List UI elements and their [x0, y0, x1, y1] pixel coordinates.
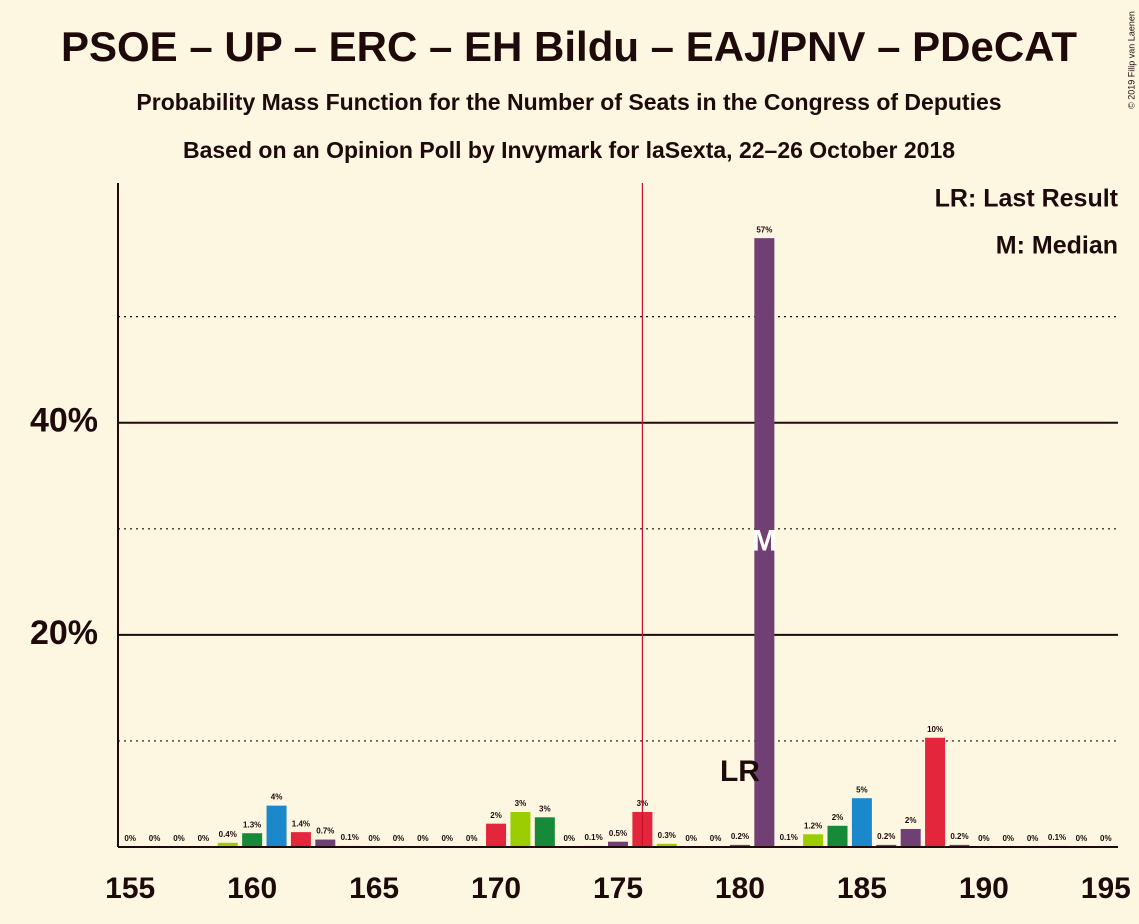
value-label: 0.1% [1048, 833, 1066, 842]
bar [754, 238, 775, 847]
legend-text: M: Median [996, 232, 1118, 260]
value-label: 3% [515, 799, 527, 808]
value-label: 2% [490, 811, 502, 820]
value-label: 0.1% [584, 833, 602, 842]
bar [729, 844, 750, 847]
bar [290, 832, 311, 847]
value-label: 0% [1027, 834, 1039, 843]
value-label: 0% [685, 834, 697, 843]
chart-title: PSOE – UP – ERC – EH Bildu – EAJ/PNV – P… [61, 23, 1077, 70]
bar [656, 843, 677, 847]
x-tick-label: 185 [837, 872, 887, 905]
x-tick-label: 175 [593, 872, 643, 905]
y-tick-label: 20% [30, 614, 98, 652]
bar [900, 828, 921, 847]
bar [510, 811, 531, 847]
value-label: 0% [393, 834, 405, 843]
value-label: 0.3% [658, 831, 676, 840]
value-label: 0% [149, 834, 161, 843]
bar [827, 825, 848, 847]
bar [534, 817, 555, 847]
value-label: 0% [1002, 834, 1014, 843]
value-label: 5% [856, 785, 868, 794]
value-label: 1.2% [804, 821, 822, 830]
bar [876, 844, 897, 847]
value-label: 0% [710, 834, 722, 843]
value-label: 1.3% [243, 820, 261, 829]
value-label: 0% [441, 834, 453, 843]
value-label: 0.1% [341, 833, 359, 842]
y-tick-label: 40% [30, 402, 98, 440]
value-label: 0.5% [609, 829, 627, 838]
bar [925, 737, 946, 847]
value-label: 2% [832, 813, 844, 822]
bar [608, 841, 628, 847]
value-label: 0% [198, 834, 210, 843]
copyright: © 2019 Filip van Laenen [1126, 11, 1136, 109]
bar [242, 833, 263, 847]
x-tick-label: 190 [959, 872, 1009, 905]
bar [949, 844, 970, 847]
legend-text: LR: Last Result [935, 185, 1119, 213]
x-tick-label: 155 [105, 872, 155, 905]
value-label: 0.2% [950, 832, 968, 841]
x-tick-label: 195 [1081, 872, 1131, 905]
chart-subtitle: Probability Mass Function for the Number… [136, 89, 1001, 115]
value-label: 0% [1076, 834, 1088, 843]
value-label: 0% [368, 834, 380, 843]
chart-subtitle: Based on an Opinion Poll by Invymark for… [183, 137, 955, 163]
value-label: 4% [271, 793, 283, 802]
bar [315, 839, 336, 847]
median-label: M [752, 525, 777, 558]
value-label: 57% [756, 225, 772, 234]
value-label: 0.2% [877, 832, 895, 841]
value-label: 0.4% [219, 830, 237, 839]
value-label: 0% [978, 834, 990, 843]
bar [803, 834, 824, 847]
bar [486, 823, 507, 847]
value-label: 0.2% [731, 832, 749, 841]
value-label: 0% [563, 834, 575, 843]
bar [217, 842, 238, 847]
x-tick-label: 160 [227, 872, 277, 905]
value-label: 2% [905, 816, 917, 825]
value-label: 0% [173, 834, 185, 843]
bar [851, 798, 872, 847]
value-label: 0% [417, 834, 429, 843]
x-tick-label: 170 [471, 872, 521, 905]
x-tick-label: 165 [349, 872, 399, 905]
value-label: 0.1% [780, 833, 798, 842]
last-result-label: LR [720, 755, 760, 788]
x-tick-label: 180 [715, 872, 765, 905]
value-label: 0% [124, 834, 136, 843]
value-label: 0.7% [316, 827, 334, 836]
bar [266, 805, 287, 847]
value-label: 10% [927, 725, 943, 734]
value-label: 3% [539, 804, 551, 813]
value-label: 0% [1100, 834, 1112, 843]
value-label: 0% [466, 834, 478, 843]
value-label: 1.4% [292, 819, 310, 828]
